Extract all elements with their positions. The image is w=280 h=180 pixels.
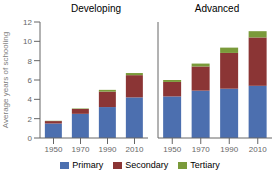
svg-text:4: 4 bbox=[28, 95, 33, 104]
svg-text:1990: 1990 bbox=[220, 145, 238, 154]
svg-text:Average years of schooling: Average years of schooling bbox=[8, 32, 10, 128]
svg-text:1970: 1970 bbox=[192, 145, 210, 154]
svg-text:2010: 2010 bbox=[126, 145, 144, 154]
svg-text:1950: 1950 bbox=[163, 145, 181, 154]
svg-text:1970: 1970 bbox=[72, 145, 90, 154]
svg-text:8: 8 bbox=[28, 57, 33, 66]
html-text:Secondary: Secondary bbox=[125, 160, 169, 170]
svg-text:2010: 2010 bbox=[249, 145, 267, 154]
svg-text:6: 6 bbox=[28, 76, 33, 85]
svg-text:1950: 1950 bbox=[45, 145, 63, 154]
svg-text:0: 0 bbox=[28, 134, 33, 143]
html-text:Advanced: Advanced bbox=[194, 3, 240, 14]
svg-text:12: 12 bbox=[23, 18, 32, 27]
html-text:Tertiary: Tertiary bbox=[190, 160, 220, 170]
html-text:Developing: Developing bbox=[71, 3, 121, 14]
svg-text:1990: 1990 bbox=[99, 145, 117, 154]
html-text:Primary: Primary bbox=[72, 160, 104, 170]
svg-text:10: 10 bbox=[23, 37, 32, 46]
svg-text:2: 2 bbox=[28, 115, 33, 124]
